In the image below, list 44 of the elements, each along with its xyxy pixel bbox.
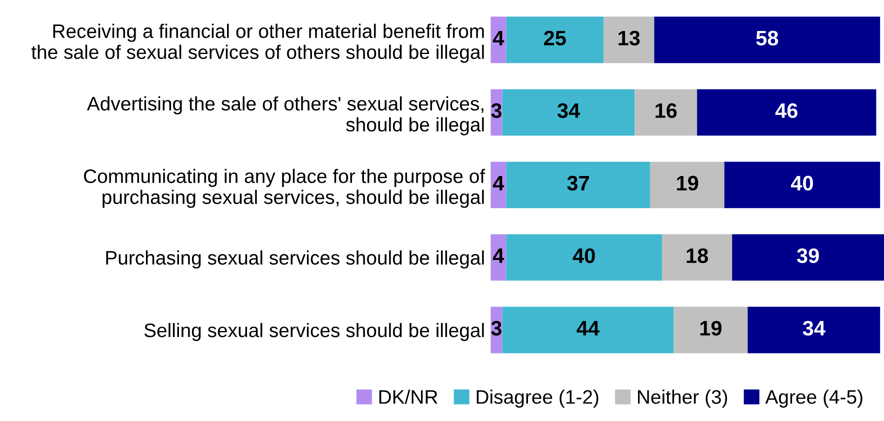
data-label: 34 <box>802 320 826 336</box>
data-label: 18 <box>686 248 708 264</box>
data-label: 19 <box>700 320 722 336</box>
y-tick-label: Selling sexual services should be illegal <box>144 322 484 342</box>
bar <box>724 162 880 208</box>
data-label: 4 <box>492 30 504 46</box>
data-label: 13 <box>618 30 640 46</box>
bar <box>748 306 880 354</box>
bar <box>650 162 724 208</box>
bar <box>506 16 604 64</box>
data-label: 4 <box>492 176 504 190</box>
bar <box>506 234 662 281</box>
y-tick-label: Communicating in any place for the purpose of purchasing sexual services, should be illegal <box>84 168 486 208</box>
data-label: 3 <box>491 320 502 336</box>
y-tick-label: Advertising the sale of others' sexual services, should be illegal <box>86 96 484 136</box>
y-tick-label: Receiving a financial or other material benefit from the sale of sexual services of others should be illegal <box>31 24 484 63</box>
legend-label: Neither (3) <box>638 390 728 408</box>
data-label: 16 <box>656 103 677 118</box>
bar <box>674 306 748 354</box>
data-label: 3 <box>491 103 502 118</box>
y-tick-label: Purchasing sexual services should be illegal <box>106 250 484 269</box>
bar <box>634 89 698 136</box>
data-label: 34 <box>557 103 580 118</box>
data-label: 39 <box>796 248 819 264</box>
data-label: 44 <box>576 321 600 336</box>
bar <box>502 306 674 354</box>
bar <box>654 16 880 64</box>
bar <box>604 16 654 64</box>
data-label: 4 <box>492 248 504 263</box>
legend-label: Disagree (1-2) <box>476 390 598 408</box>
bar <box>502 89 635 136</box>
data-label: 40 <box>572 248 595 264</box>
bar <box>697 89 876 136</box>
data-label: 46 <box>775 103 798 118</box>
data-label: 40 <box>790 176 813 191</box>
bar <box>662 234 732 281</box>
data-label: 19 <box>677 176 698 191</box>
bar <box>506 162 650 208</box>
data-label: 58 <box>756 30 778 46</box>
legend-label: Agree (4-5) <box>765 390 862 408</box>
bar <box>732 234 884 281</box>
data-label: 37 <box>567 176 589 191</box>
data-label: 25 <box>544 30 566 46</box>
legend-label: DK/NR <box>379 390 438 404</box>
